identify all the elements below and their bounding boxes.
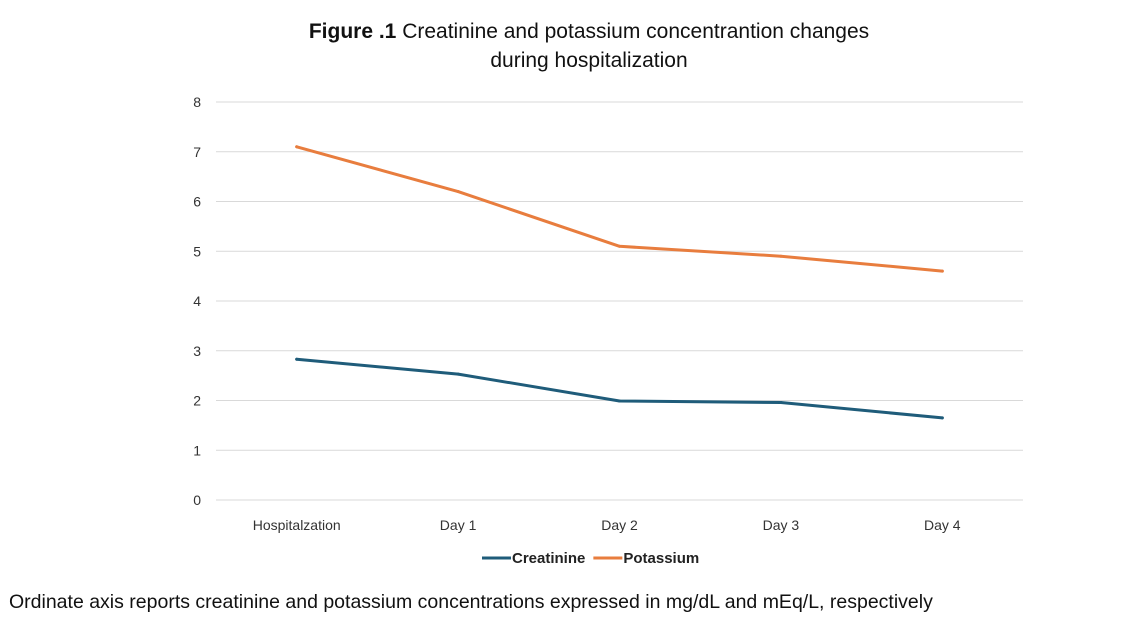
y-tick-label: 1 — [193, 442, 201, 458]
series-lines — [295, 145, 944, 420]
x-tick-label: Day 1 — [440, 517, 477, 533]
chart-title: Figure .1 Creatinine and potassium conce… — [0, 17, 1129, 75]
data-point-creatinine — [295, 357, 299, 361]
y-tick-label: 7 — [193, 144, 201, 160]
data-point-creatinine — [940, 416, 944, 420]
data-point-creatinine — [456, 372, 460, 376]
data-point-potassium — [779, 254, 783, 258]
legend: Creatinine Potassium — [482, 550, 699, 567]
y-axis-ticks: 0 1 2 3 4 5 6 7 8 — [193, 94, 201, 508]
data-point-potassium — [295, 145, 299, 149]
data-point-creatinine — [779, 400, 783, 404]
chart-title-bold: Figure .1 — [308, 20, 397, 43]
y-tick-label: 5 — [193, 243, 201, 259]
y-tick-label: 8 — [193, 94, 201, 110]
x-tick-label: Day 4 — [924, 517, 961, 533]
series-line-potassium — [295, 145, 944, 273]
figure-caption: Ordinate axis reports creatinine and pot… — [9, 591, 933, 613]
x-tick-label: Hospitalzation — [253, 517, 341, 533]
y-tick-label: 3 — [193, 343, 201, 359]
series-line-creatinine — [295, 357, 944, 420]
chart-title-line2: during hospitalization — [490, 49, 688, 72]
x-tick-label: Day 3 — [763, 517, 800, 533]
chart-title-line1: Creatinine and potassium concentrantion … — [402, 20, 870, 43]
line-chart: 0 1 2 3 4 5 6 7 8 Hospitalzation Day 1 Day 2 Day 3 D… — [193, 94, 1023, 567]
y-tick-label: 4 — [193, 293, 201, 309]
data-point-creatinine — [618, 399, 621, 403]
gridlines — [216, 101, 1023, 501]
x-tick-label: Day 2 — [601, 517, 638, 533]
y-tick-label: 0 — [193, 492, 201, 508]
data-point-potassium — [456, 190, 460, 194]
y-tick-label: 6 — [193, 194, 201, 210]
x-axis-ticks: Hospitalzation Day 1 Day 2 Day 3 Day 4 — [253, 517, 961, 533]
data-point-potassium — [618, 244, 621, 248]
legend-label-creatinine: Creatinine — [512, 550, 585, 567]
y-tick-label: 2 — [193, 393, 201, 409]
legend-label-potassium: Potassium — [623, 550, 699, 567]
data-point-potassium — [940, 269, 944, 273]
